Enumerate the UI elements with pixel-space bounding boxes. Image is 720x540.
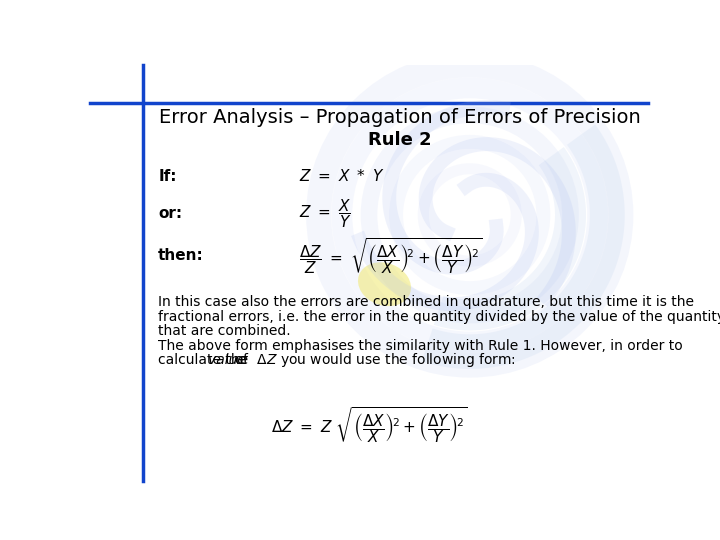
Text: fractional errors, i.e. the error in the quantity divided by the value of the qu: fractional errors, i.e. the error in the… — [158, 309, 720, 323]
Text: then:: then: — [158, 248, 204, 264]
Text: $Z \ = \ \dfrac{X}{Y}$: $Z \ = \ \dfrac{X}{Y}$ — [300, 197, 352, 230]
Text: $Z \ = \ X \ * \ Y$: $Z \ = \ X \ * \ Y$ — [300, 168, 385, 185]
Text: or:: or: — [158, 206, 182, 221]
Text: Error Analysis – Propagation of Errors of Precision: Error Analysis – Propagation of Errors o… — [159, 107, 641, 127]
Text: Rule 2: Rule 2 — [368, 131, 432, 149]
Text: In this case also the errors are combined in quadrature, but this time it is the: In this case also the errors are combine… — [158, 295, 694, 309]
Text: $\dfrac{\Delta Z}{Z} \ = \ \sqrt{\left(\dfrac{\Delta X}{X}\right)^{\!2} + \left(: $\dfrac{\Delta Z}{Z} \ = \ \sqrt{\left(\… — [300, 236, 482, 276]
Text: calculate the: calculate the — [158, 354, 253, 368]
Text: $\Delta Z \ = \ Z \ \sqrt{\left(\dfrac{\Delta X}{X}\right)^{\!2} + \left(\dfrac{: $\Delta Z \ = \ Z \ \sqrt{\left(\dfrac{\… — [271, 405, 467, 445]
Text: of  $\Delta Z$ you would use the following form:: of $\Delta Z$ you would use the followin… — [230, 352, 516, 369]
Text: that are combined.: that are combined. — [158, 324, 291, 338]
Ellipse shape — [358, 262, 411, 306]
Text: value: value — [208, 354, 246, 368]
Polygon shape — [422, 124, 625, 369]
Polygon shape — [434, 147, 586, 330]
Text: The above form emphasises the similarity with Rule 1. However, in order to: The above form emphasises the similarity… — [158, 339, 683, 353]
Text: If:: If: — [158, 169, 176, 184]
